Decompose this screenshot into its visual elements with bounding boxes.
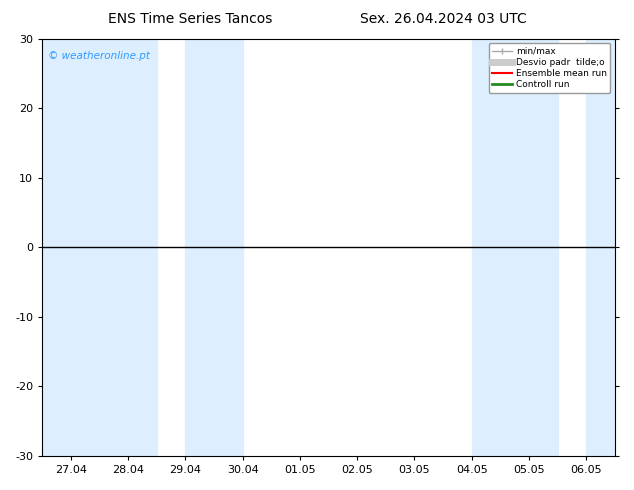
Text: ENS Time Series Tancos: ENS Time Series Tancos xyxy=(108,12,273,26)
Bar xyxy=(586,39,615,456)
Text: © weatheronline.pt: © weatheronline.pt xyxy=(48,51,150,61)
Bar xyxy=(185,39,243,456)
Text: Sex. 26.04.2024 03 UTC: Sex. 26.04.2024 03 UTC xyxy=(360,12,527,26)
Legend: min/max, Desvio padr  tilde;o, Ensemble mean run, Controll run: min/max, Desvio padr tilde;o, Ensemble m… xyxy=(489,43,611,93)
Bar xyxy=(472,39,557,456)
Bar xyxy=(42,39,157,456)
